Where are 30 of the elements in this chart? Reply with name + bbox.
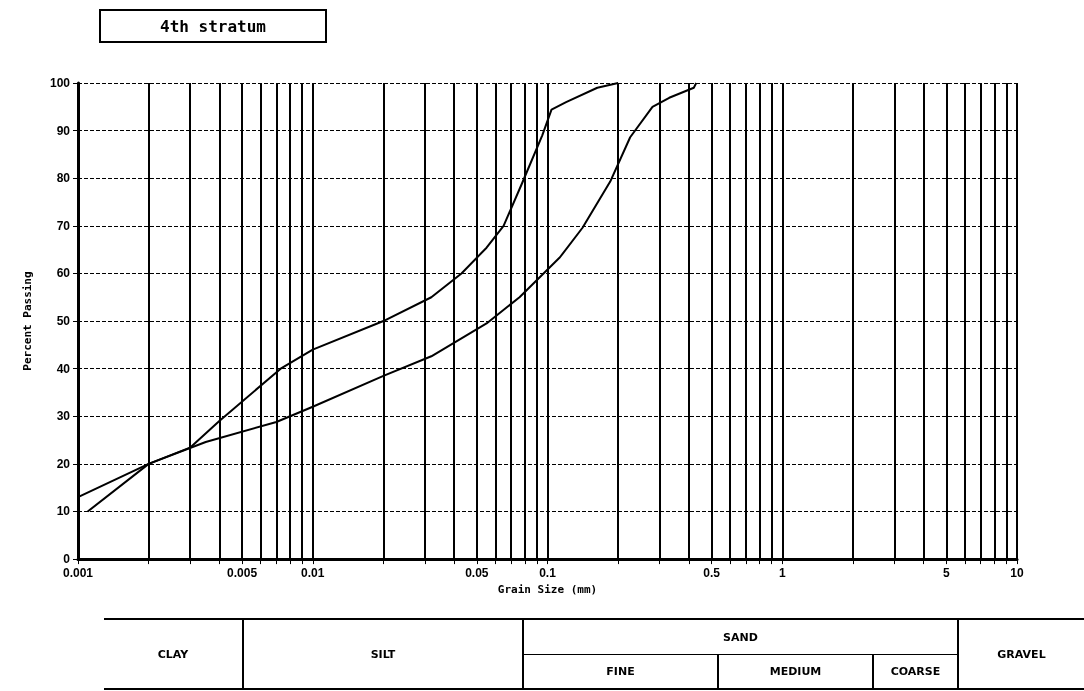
y-tick-label: 100 — [49, 76, 71, 90]
y-tick-label: 70 — [56, 218, 71, 233]
x-tick-label: 0.1 — [539, 566, 557, 581]
x-tick-label: 0.005 — [227, 566, 258, 581]
x-tick-label: 0.5 — [703, 566, 721, 581]
y-tick-label: 60 — [56, 266, 71, 281]
x-tick-label: 0.05 — [465, 566, 489, 581]
y-tick-label: 20 — [56, 456, 71, 471]
y-tick-label: 10 — [56, 504, 71, 519]
text: FINE — [524, 654, 719, 688]
x-tick-label: 0.001 — [62, 566, 94, 581]
x-axis-title: Grain Size (mm) — [497, 583, 598, 596]
text: MEDIUM — [719, 654, 874, 688]
y-axis-title: Percent Passing — [21, 271, 34, 371]
text: SAND — [524, 620, 959, 654]
x-tick-label: 5 — [942, 566, 950, 581]
y-tick-label: 50 — [56, 314, 71, 329]
text: SILT — [244, 620, 524, 688]
x-tick-label: 1 — [778, 566, 786, 581]
chart-title: 4th stratum — [160, 16, 267, 36]
y-tick-label: 0 — [63, 552, 71, 567]
y-tick-label: 90 — [56, 123, 71, 138]
y-tick-label: 30 — [56, 409, 71, 424]
y-tick-label: 40 — [56, 361, 71, 376]
text: COARSE — [874, 654, 959, 688]
text: CLAY — [104, 620, 244, 688]
y-tick-label: 80 — [56, 171, 71, 186]
x-tick-label: 0.01 — [301, 566, 325, 581]
x-tick-label: 10 — [1010, 566, 1024, 581]
text: GRAVEL — [996, 646, 1047, 663]
